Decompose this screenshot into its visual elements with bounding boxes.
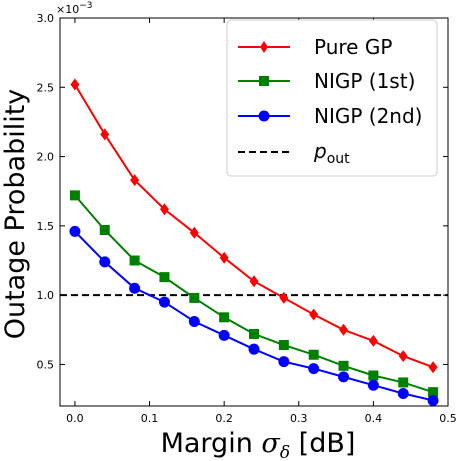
y-axis-label: Outage Probability xyxy=(0,89,31,340)
legend-label-pure-gp: Pure GP xyxy=(314,35,392,59)
axes-layer: 0.0 0.1 0.2 0.3 0.4 0.5 0.5 1.0 1.5 2.0 2.5 3.0 xyxy=(37,12,457,425)
data-point-nigp-2nd xyxy=(248,343,260,355)
y-tick-label: 1.0 xyxy=(37,289,55,302)
data-point-nigp-1st xyxy=(129,255,140,266)
data-point-pure-gp xyxy=(398,350,408,363)
x-axis-label: Margin σδ [dB] xyxy=(161,428,356,461)
y-tick-label: 2.5 xyxy=(37,81,55,94)
legend-marker-pure-gp xyxy=(260,41,268,53)
data-point-nigp-1st xyxy=(189,292,200,303)
x-tick-label: 0.3 xyxy=(290,412,308,425)
y-multiplier-exponent: −3 xyxy=(79,1,92,11)
data-point-pure-gp xyxy=(279,291,289,304)
data-point-pure-gp xyxy=(130,174,140,187)
legend-label-p-out: pout xyxy=(313,139,350,167)
y-axis-multiplier: ×10−3 xyxy=(56,1,93,16)
data-point-pure-gp xyxy=(159,203,169,216)
series-layer xyxy=(69,78,439,406)
data-point-nigp-2nd xyxy=(218,329,230,341)
data-point-pure-gp xyxy=(309,308,319,321)
x-tick-label: 0.5 xyxy=(439,412,457,425)
y-tick-label: 2.0 xyxy=(37,151,55,164)
data-point-nigp-1st xyxy=(338,360,349,371)
data-point-nigp-2nd xyxy=(338,371,350,383)
legend-label-p-out-sub: out xyxy=(327,151,350,167)
data-point-nigp-2nd xyxy=(158,296,170,308)
data-point-nigp-2nd xyxy=(427,394,439,406)
data-point-pure-gp xyxy=(339,323,349,336)
data-point-nigp-2nd xyxy=(308,363,320,375)
data-point-nigp-1st xyxy=(308,349,319,360)
x-tick-label: 0.1 xyxy=(141,412,159,425)
data-point-nigp-1st xyxy=(398,377,409,388)
legend-marker-nigp-2nd xyxy=(258,110,270,122)
data-point-nigp-2nd xyxy=(367,379,379,391)
y-tick-label: 1.5 xyxy=(37,220,55,233)
y-tick-label: 0.5 xyxy=(37,358,55,371)
data-point-nigp-1st xyxy=(219,312,230,323)
x-axis-label-symbol: σ xyxy=(261,428,281,459)
data-point-pure-gp xyxy=(428,361,438,374)
data-point-nigp-2nd xyxy=(188,315,200,327)
data-point-pure-gp xyxy=(368,334,378,347)
x-tick-label: 0.4 xyxy=(365,412,383,425)
data-point-nigp-2nd xyxy=(129,282,141,294)
data-point-pure-gp xyxy=(100,128,110,141)
y-multiplier-base: ×10 xyxy=(56,3,79,16)
data-point-pure-gp xyxy=(189,226,199,239)
data-point-nigp-1st xyxy=(368,370,379,381)
legend-label-p-out-main: p xyxy=(313,139,327,163)
data-point-nigp-2nd xyxy=(397,388,409,400)
legend-label-nigp-1st: NIGP (1st) xyxy=(314,69,415,93)
x-axis-label-unit: [dB] xyxy=(290,428,355,459)
plot-frame xyxy=(59,17,449,407)
data-point-nigp-1st xyxy=(249,328,259,339)
data-point-nigp-1st xyxy=(278,340,289,351)
x-axis-label-subscript: δ xyxy=(280,443,290,461)
legend-label-nigp-2nd: NIGP (2nd) xyxy=(314,104,422,128)
data-point-nigp-1st xyxy=(69,190,80,201)
x-tick-label: 0.0 xyxy=(66,412,84,425)
data-point-pure-gp xyxy=(249,275,259,288)
data-point-nigp-1st xyxy=(159,272,170,283)
legend-marker-nigp-1st xyxy=(259,76,269,86)
data-point-nigp-1st xyxy=(428,387,439,398)
legend-box xyxy=(226,19,438,177)
data-point-pure-gp xyxy=(219,251,229,264)
series-line-nigp-2nd xyxy=(74,230,434,402)
data-point-nigp-2nd xyxy=(69,225,81,237)
legend: Pure GP NIGP (1st) NIGP (2nd) pout xyxy=(226,19,438,177)
data-point-nigp-2nd xyxy=(99,256,111,268)
data-point-nigp-2nd xyxy=(278,356,290,368)
y-tick-label: 3.0 xyxy=(37,12,55,25)
x-axis-label-main: Margin xyxy=(161,428,262,459)
data-point-nigp-1st xyxy=(99,225,110,236)
x-tick-label: 0.2 xyxy=(215,412,233,425)
data-point-pure-gp xyxy=(70,78,80,91)
series-line-nigp-1st xyxy=(74,194,434,394)
